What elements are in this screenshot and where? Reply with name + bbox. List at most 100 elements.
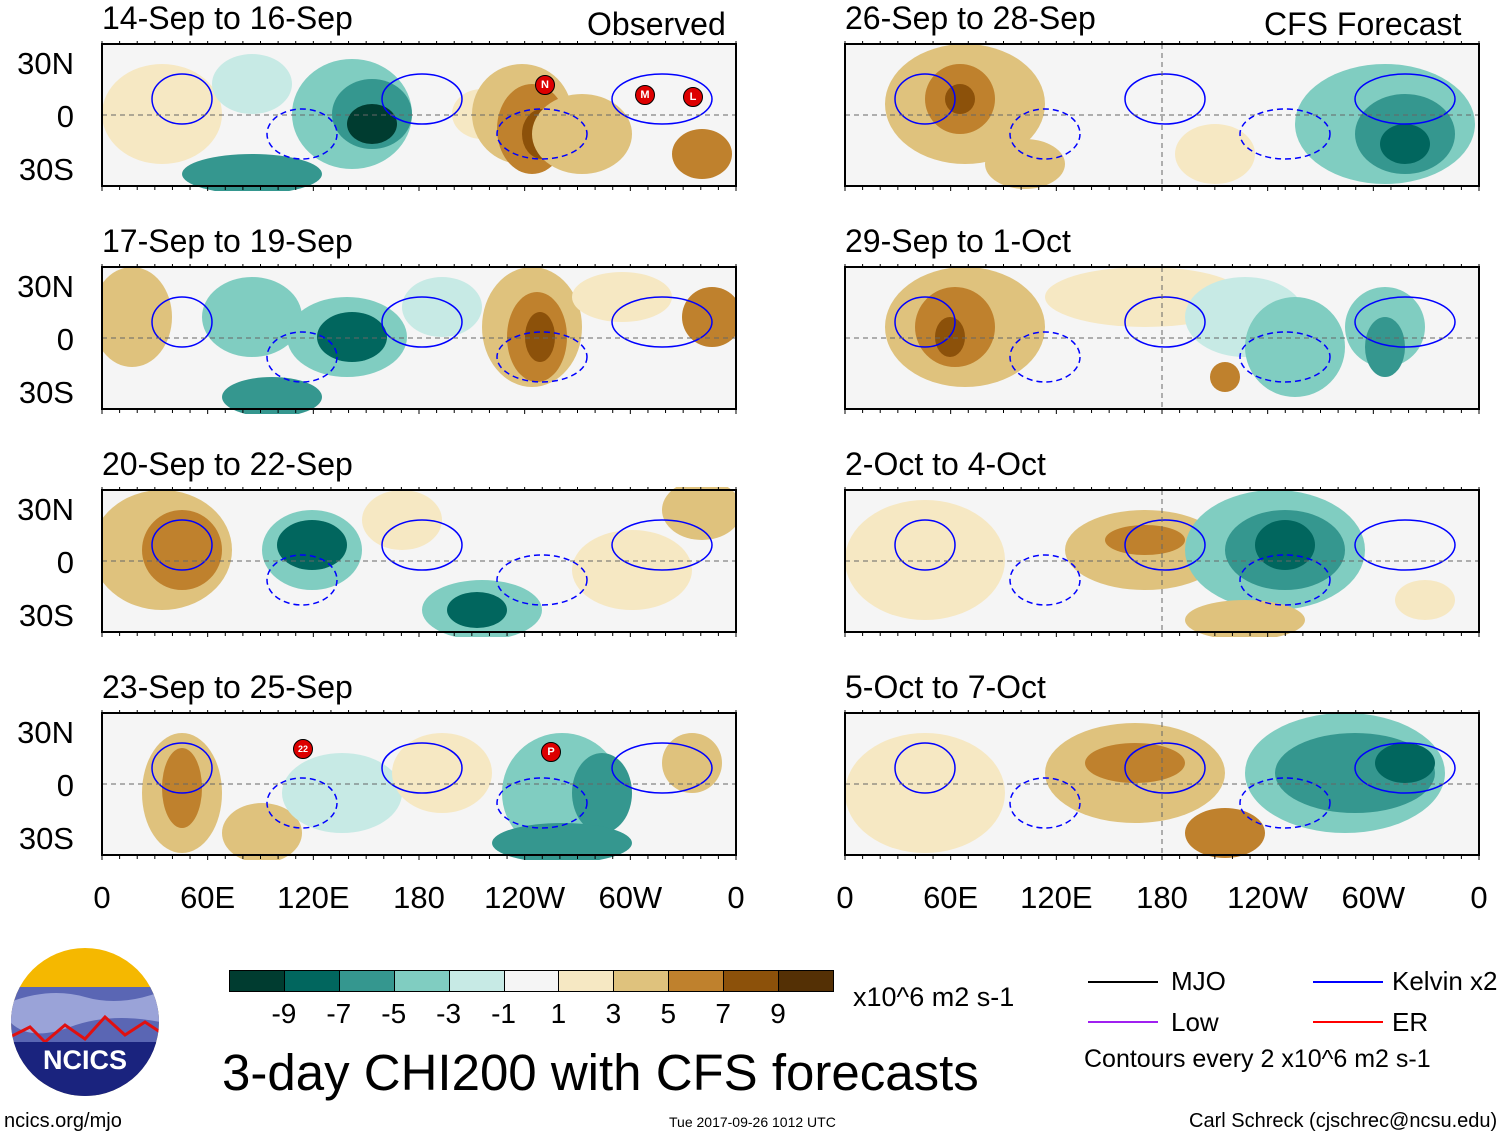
anomaly-shading	[525, 312, 555, 362]
contour-line	[1354, 742, 1456, 794]
anomaly-shading	[1210, 362, 1240, 392]
contour-line	[611, 519, 713, 571]
anomaly-shading	[1245, 297, 1345, 397]
footer-timestamp: Tue 2017-09-26 1012 UTC	[669, 1114, 836, 1130]
anomaly-shading	[101, 267, 172, 367]
tropical-cyclone-marker: N	[535, 75, 555, 95]
anomaly-shading	[282, 753, 402, 833]
contour-line	[611, 296, 713, 348]
anomaly-shading	[1255, 520, 1315, 570]
lat-tick-label: 30N	[17, 715, 74, 750]
anomaly-shading	[662, 487, 737, 540]
colorbar-tick-label: 3	[605, 998, 622, 1029]
colorbar-swatch	[668, 970, 725, 992]
contour-line	[151, 296, 213, 348]
contour-line	[496, 777, 588, 829]
legend-line-mjo	[1088, 981, 1158, 983]
lon-tick-label: 180	[1136, 880, 1188, 915]
colorbar-tick-label: -1	[491, 998, 516, 1029]
anomaly-shading	[1380, 124, 1430, 164]
anomaly-shading	[447, 592, 507, 628]
anomaly-shading	[845, 500, 1005, 620]
lat-tick-label: 30S	[18, 375, 74, 410]
contour-line	[381, 73, 463, 125]
contour-note: Contours every 2 x10^6 m2 s-1	[1084, 1045, 1431, 1073]
legend-low: Low	[1171, 1007, 1219, 1037]
map-panel	[101, 487, 737, 637]
contour-line	[496, 331, 588, 383]
panel-title: 2-Oct to 4-Oct	[845, 446, 1046, 482]
tropical-cyclone-marker: 22	[293, 739, 313, 759]
contour-line	[894, 519, 956, 571]
legend-er: ER	[1392, 1007, 1429, 1037]
colorbar-swatch	[723, 970, 780, 992]
lon-tick-label: 0	[836, 880, 854, 915]
contour-line	[496, 554, 588, 606]
lon-tick-label: 180	[393, 880, 445, 915]
colorbar-swatch	[448, 970, 505, 992]
lat-tick-label: 0	[56, 545, 74, 580]
map-panel	[844, 264, 1480, 414]
contour-line	[1354, 519, 1456, 571]
lat-tick-label: 30N	[17, 46, 74, 81]
logo-text: NCICS	[43, 1045, 127, 1075]
colorbar-tick-label: -3	[436, 998, 462, 1029]
colorbar-tick-label: -5	[381, 998, 407, 1029]
lon-tick-label: 0	[93, 880, 111, 915]
anomaly-shading	[362, 490, 442, 550]
contour-line	[1124, 742, 1206, 794]
map-panel	[844, 41, 1480, 191]
contour-line	[611, 742, 713, 794]
contour-line	[496, 108, 588, 160]
anomaly-shading	[492, 823, 632, 860]
contour-line	[1124, 519, 1206, 571]
contour-line	[1239, 108, 1331, 160]
anomaly-shading	[347, 104, 397, 144]
anomaly-shading	[1395, 580, 1455, 620]
anomaly-shading	[1175, 124, 1255, 184]
contour-line	[1354, 73, 1456, 125]
anomaly-shading	[402, 277, 482, 337]
map-panel	[101, 710, 737, 860]
lon-tick-label: 120W	[1227, 880, 1309, 915]
map-panel	[101, 264, 737, 414]
tropical-cyclone-marker: M	[635, 85, 655, 105]
lat-tick-label: 0	[56, 99, 74, 134]
anomaly-shading	[945, 84, 975, 114]
footer-url[interactable]: ncics.org/mjo	[4, 1110, 122, 1132]
lon-tick-label: 60E	[180, 880, 236, 915]
panel-title: 14-Sep to 16-Sep	[102, 0, 353, 36]
contour-line	[1009, 777, 1081, 829]
figure-title: 3-day CHI200 with CFS forecasts	[222, 1044, 979, 1101]
colorbar-swatch	[503, 970, 560, 992]
anomaly-shading	[532, 94, 632, 174]
lat-tick-label: 30N	[17, 269, 74, 304]
anomaly-shading	[162, 748, 202, 828]
contour-line	[266, 331, 338, 383]
colorbar-swatch	[558, 970, 615, 992]
anomaly-shading	[222, 803, 302, 860]
anomaly-shading	[672, 129, 732, 179]
contour-line	[1239, 777, 1331, 829]
anomaly-shading	[222, 377, 322, 414]
lon-tick-label: 120W	[484, 880, 566, 915]
panel-title: 26-Sep to 28-Sep	[845, 0, 1096, 36]
contour-line	[894, 296, 956, 348]
contour-line	[381, 742, 463, 794]
lat-tick-label: 30N	[17, 492, 74, 527]
anomaly-shading	[1365, 317, 1405, 377]
tropical-cyclone-marker: L	[683, 87, 703, 107]
panel-title: 5-Oct to 7-Oct	[845, 669, 1046, 705]
panel-title: 29-Sep to 1-Oct	[845, 223, 1071, 259]
contour-line	[894, 73, 956, 125]
anomaly-shading	[212, 54, 292, 114]
ncics-logo: NCICS	[10, 947, 160, 1097]
colorbar-swatch	[778, 970, 834, 992]
legend-line-kelvin	[1313, 981, 1383, 983]
legend-mjo: MJO	[1171, 966, 1226, 996]
anomaly-shading	[572, 753, 632, 833]
colorbar-tick-label: 5	[660, 998, 677, 1029]
lon-tick-label: 120E	[1020, 880, 1093, 915]
panel-title: 17-Sep to 19-Sep	[102, 223, 353, 259]
